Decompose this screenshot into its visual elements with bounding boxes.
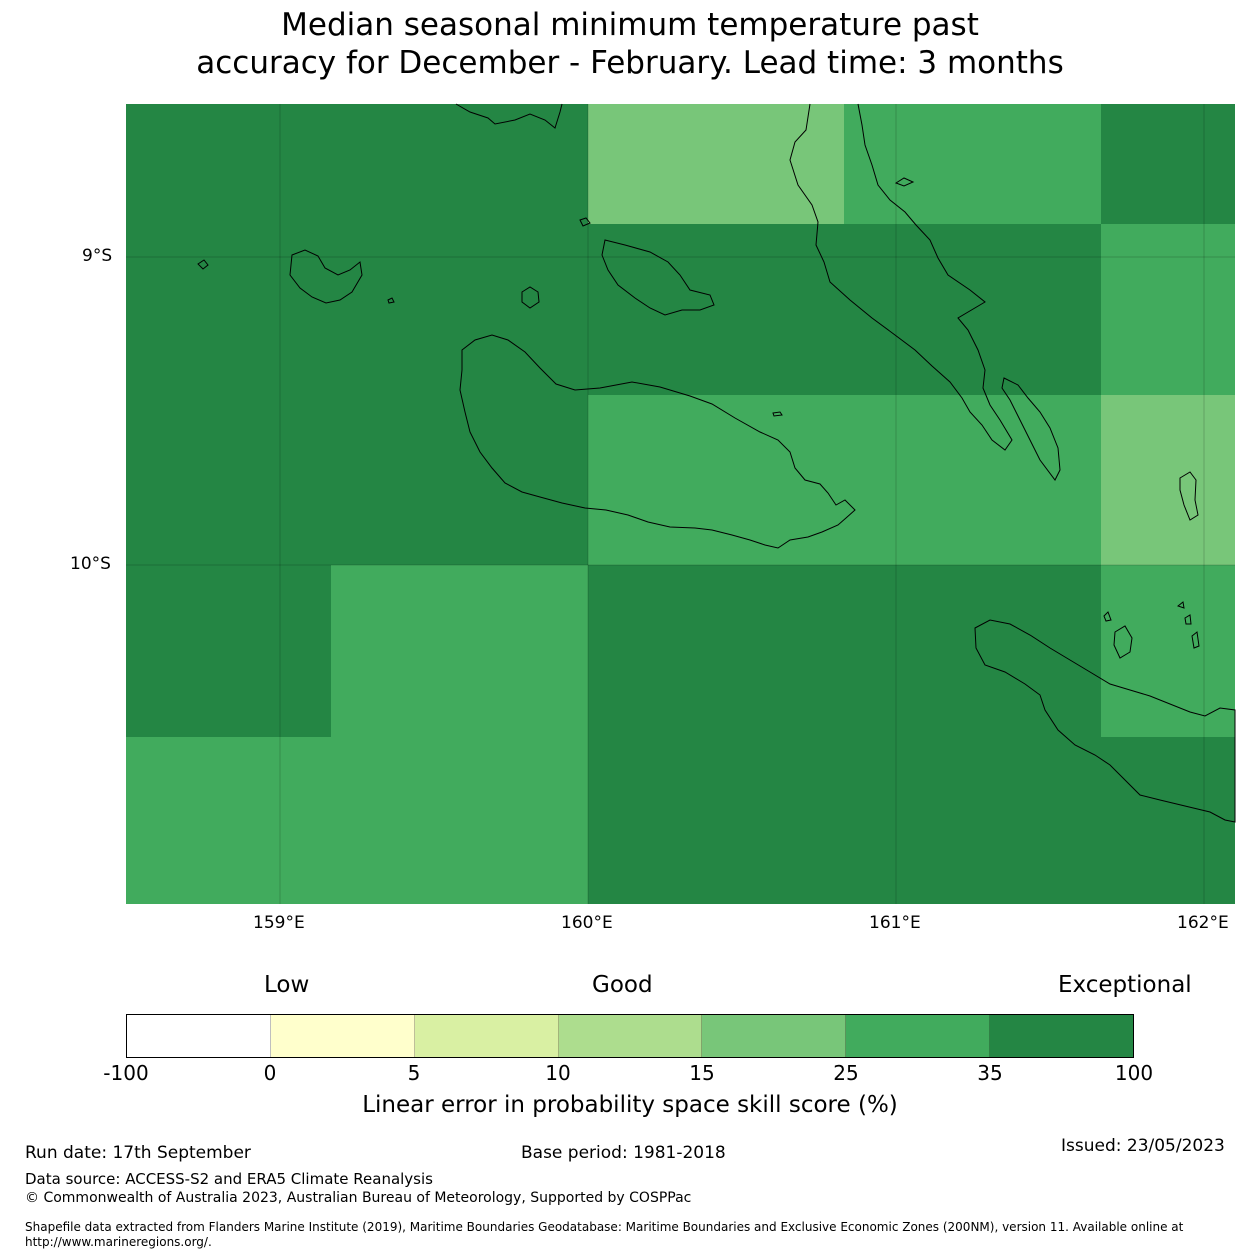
chart-title: Median seasonal minimum temperature past… [0,6,1260,82]
colorbar-segment [558,1015,703,1057]
colorbar-segment [270,1015,415,1057]
grid-cell [1101,395,1235,565]
title-line-1: Median seasonal minimum temperature past [281,7,979,43]
lon-tick-label: 160°E [561,913,613,933]
grid-cell [588,224,1101,395]
colorbar-tick-label: 0 [263,1061,277,1085]
malaita-south-coastline [1001,377,1061,481]
islet-coastline [1179,471,1199,521]
islet-coastline [1191,631,1200,649]
colorbar-tick-label: 15 [689,1061,715,1085]
islet-coastline [1103,611,1112,622]
lon-tick-label: 161°E [869,913,921,933]
grid-cell [1101,104,1235,224]
grid-cell [126,565,331,737]
copyright-notice: © Commonwealth of Australia 2023, Austra… [25,1190,692,1206]
grid-cell [126,737,588,904]
run-date: Run date: 17th September [25,1143,251,1163]
colorbar [126,1014,1134,1058]
colorbar-segment [127,1015,271,1057]
colorbar-segment [846,1015,991,1057]
grid-cell [588,104,844,224]
grid-cell [588,395,1101,565]
grid-cell [844,104,1101,224]
ulawa-coastline [1113,625,1133,659]
graticule [126,104,1235,904]
colorbar-tick-label: 5 [407,1061,421,1085]
lat-tick-label: 9°S [82,246,113,266]
islet-coastline [387,297,395,304]
sikaiana-coastline [894,177,915,187]
makira-coastline [974,619,1236,823]
colorbar-tick-label: 10 [545,1061,571,1085]
islet-coastline [772,411,783,417]
islet-coastline [1184,614,1192,625]
issued-date: Issued: 23/05/2023 [1061,1136,1225,1156]
grid-cell [588,565,1101,737]
legend-exceptional-label: Exceptional [1058,972,1192,998]
legend-good-label: Good [592,972,653,998]
lon-tick-label: 159°E [253,913,305,933]
colorbar-tick-label: 35 [977,1061,1003,1085]
coastlines [197,103,1236,823]
grid-cell [1101,224,1235,395]
data-source: Data source: ACCESS-S2 and ERA5 Climate … [25,1170,433,1188]
colorbar-tick-label: -100 [103,1061,149,1085]
colorbar-title: Linear error in probability space skill … [362,1092,898,1118]
grid-cell [588,737,1235,904]
title-line-2: accuracy for December - February. Lead t… [196,45,1064,81]
grid-cell [331,565,588,737]
legend-low-label: Low [264,972,310,998]
colorbar-segment [990,1015,1134,1057]
lat-tick-label: 10°S [70,554,111,574]
colorbar-tick-label: 100 [1114,1061,1154,1085]
islet-coastline [197,259,209,270]
colorbar-tick-label: 25 [833,1061,859,1085]
islet-coastline [1176,601,1185,609]
grid-cell [1101,565,1235,737]
guadalcanal-coastline [459,334,856,549]
savo-coastline [521,286,540,309]
colorbar-segment [702,1015,847,1057]
islet-coastline [579,217,591,227]
grid-cell [126,104,588,565]
base-period: Base period: 1981-2018 [521,1143,726,1163]
shapefile-credit: Shapefile data extracted from Flanders M… [25,1220,1184,1249]
nggela-coastline [601,239,715,316]
malaita-coastline [789,103,1013,451]
santa-isabel-coastline [455,103,563,129]
russell-islands-coastline [289,249,363,304]
lon-tick-label: 162°E [1177,913,1229,933]
colorbar-segment [414,1015,559,1057]
